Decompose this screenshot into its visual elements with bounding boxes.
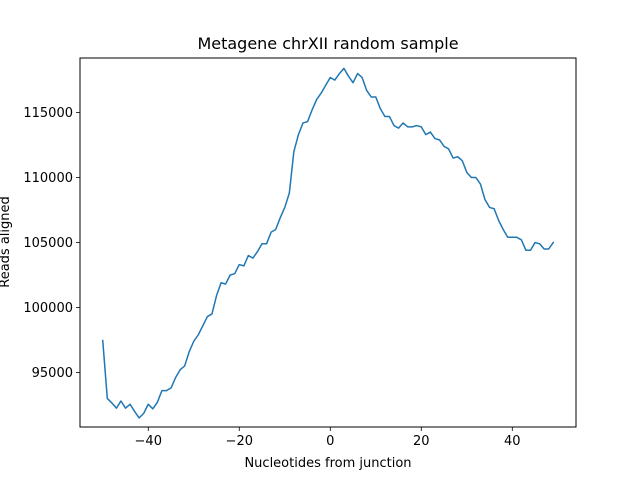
x-axis-ticks: −40 −20 0 20 40 bbox=[135, 427, 521, 449]
y-tick-label: 110000 bbox=[23, 171, 73, 186]
y-tick-label: 105000 bbox=[23, 236, 73, 251]
x-axis-label: Nucleotides from junction bbox=[244, 456, 411, 471]
y-tick-label: 100000 bbox=[23, 301, 73, 316]
x-tick-label: 40 bbox=[504, 434, 521, 449]
chart-title: Metagene chrXII random sample bbox=[197, 34, 458, 53]
x-tick-label: −40 bbox=[135, 434, 162, 449]
x-tick-label: 20 bbox=[413, 434, 430, 449]
y-axis-ticks: 95000 100000 105000 110000 115000 bbox=[23, 106, 80, 381]
series-line bbox=[101, 67, 555, 419]
plot-layer bbox=[101, 67, 555, 419]
x-tick-label: 0 bbox=[326, 434, 334, 449]
x-tick-label: −20 bbox=[226, 434, 253, 449]
y-tick-label: 115000 bbox=[23, 106, 73, 121]
y-axis-label: Reads aligned bbox=[0, 196, 13, 288]
y-tick-label: 95000 bbox=[32, 366, 73, 381]
